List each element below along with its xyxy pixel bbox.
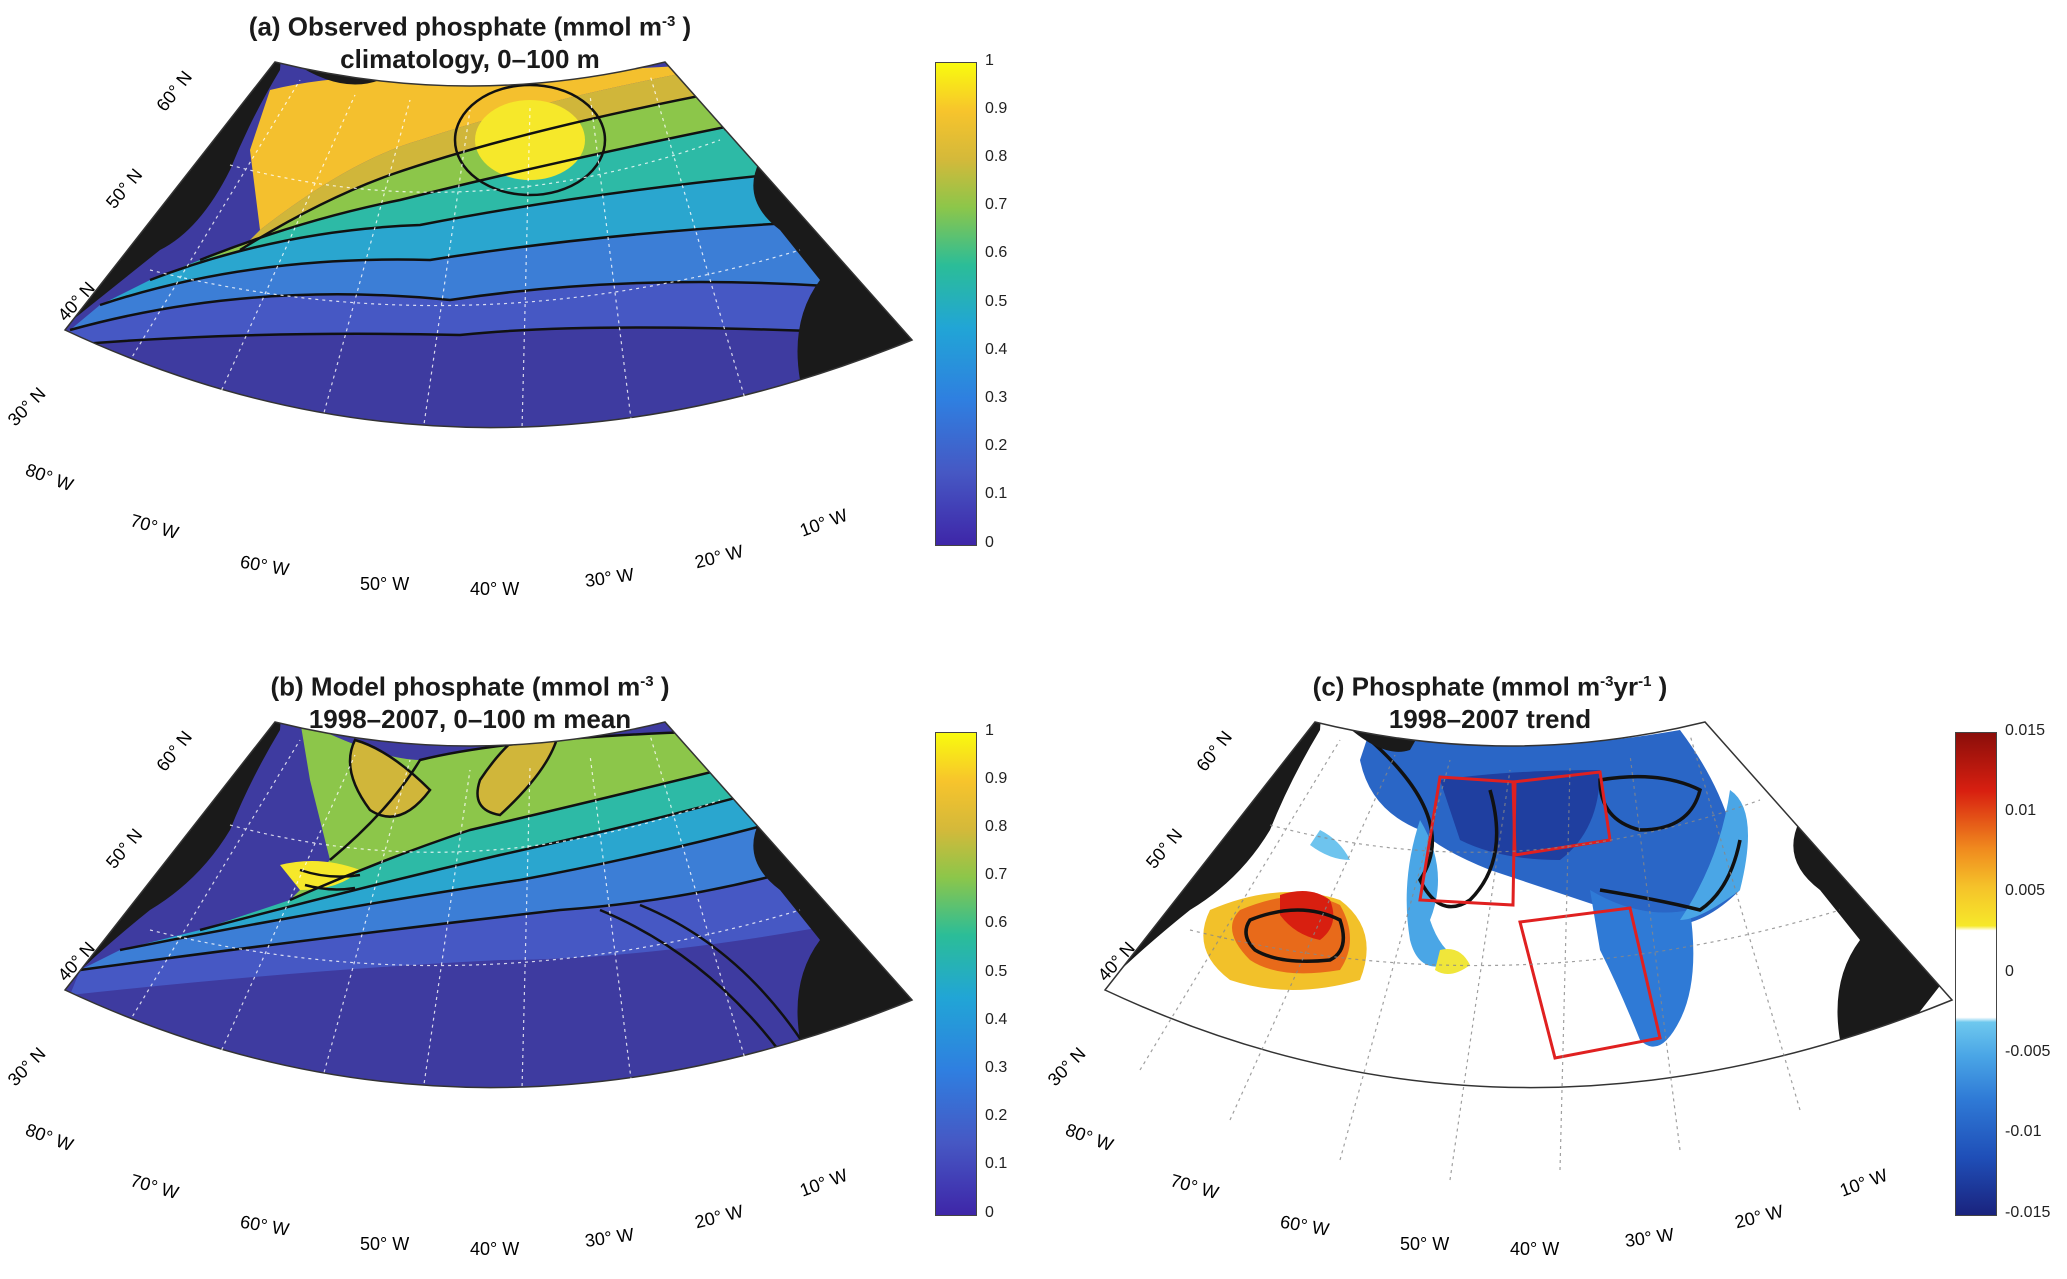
colorbar-a: [935, 62, 977, 546]
lon-label-a-40: 40° W: [470, 579, 519, 599]
panel-b-map: 60° N 50° N 40° N 30° N 80° W 70° W 60° …: [4, 721, 914, 1259]
lon-label-b-40: 40° W: [470, 1239, 519, 1259]
lat-label-b-50: 50° N: [102, 825, 146, 873]
lat-label-a-60: 60° N: [152, 67, 196, 115]
panel-c-map: 60° N 50° N 40° N 30° N 80° W 70° W 60° …: [1044, 721, 1954, 1259]
lon-label-c-80: 80° W: [1063, 1120, 1116, 1156]
panel-c-title: (c) Phosphate (mmol m-3yr-1 ) 1998–2007 …: [1312, 671, 1668, 734]
lat-label-c-50: 50° N: [1142, 825, 1186, 873]
lon-label-a-20: 20° W: [693, 541, 746, 572]
lat-label-c-60: 60° N: [1192, 727, 1236, 775]
lon-label-c-30: 30° W: [1624, 1224, 1676, 1251]
lon-label-b-20: 20° W: [693, 1201, 746, 1232]
lat-label-a-50: 50° N: [102, 165, 146, 213]
lon-label-c-20: 20° W: [1733, 1201, 1786, 1232]
lon-label-a-80: 80° W: [23, 460, 76, 496]
panel-c: (c) Phosphate (mmol m-3yr-1 ) 1998–2007 …: [1040, 660, 2067, 1279]
lon-label-c-70: 70° W: [1168, 1170, 1221, 1203]
lon-label-b-80: 80° W: [23, 1120, 76, 1156]
panel-a-map: 60° N 50° N 40° N 30° N 80° W 70° W 60° …: [4, 61, 914, 599]
lon-label-a-30: 30° W: [584, 564, 636, 591]
lon-label-a-10: 10° W: [797, 505, 850, 541]
lat-label-c-30: 30° N: [1044, 1043, 1090, 1089]
lon-label-b-30: 30° W: [584, 1224, 636, 1251]
colorbar-c-ticks: 0.015 0.01 0.005 0 -0.005 -0.01 -0.015: [2005, 722, 2051, 1221]
panel-b: (b) Model phosphate (mmol m-3 ) 1998–200…: [0, 660, 1060, 1279]
lon-label-c-10: 10° W: [1837, 1165, 1890, 1201]
panel-b-title: (b) Model phosphate (mmol m-3 ) 1998–200…: [270, 671, 670, 734]
lon-label-b-10: 10° W: [797, 1165, 850, 1201]
colorbar-b-ticks: 1 0.9 0.8 0.7 0.6 0.5 0.4 0.3 0.2 0.1 0: [985, 722, 1008, 1221]
panel-a: (a) Observed phosphate (mmol m-3 ) clima…: [0, 0, 1060, 620]
lat-label-b-60: 60° N: [152, 727, 196, 775]
panel-a-title: (a) Observed phosphate (mmol m-3 ) clima…: [248, 11, 692, 74]
lon-label-c-60: 60° W: [1279, 1212, 1331, 1240]
colorbar-b: [935, 732, 977, 1216]
lon-label-b-60: 60° W: [239, 1212, 291, 1240]
region-box-1: [1418, 775, 1517, 907]
lat-label-b-30: 30° N: [4, 1043, 50, 1089]
lat-label-a-30: 30° N: [4, 383, 50, 429]
lon-label-a-50: 50° W: [360, 574, 409, 594]
lon-label-b-50: 50° W: [360, 1234, 409, 1254]
colorbar-c: [1955, 732, 1997, 1216]
lon-label-a-70: 70° W: [128, 510, 181, 543]
lon-label-c-40: 40° W: [1510, 1239, 1559, 1259]
colorbar-a-ticks: 1 0.9 0.8 0.7 0.6 0.5 0.4 0.3 0.2 0.1 0: [985, 52, 1008, 551]
lon-label-b-70: 70° W: [128, 1170, 181, 1203]
region-box-3: [1518, 906, 1662, 1060]
lon-label-a-60: 60° W: [239, 552, 291, 580]
lon-label-c-50: 50° W: [1400, 1234, 1449, 1254]
